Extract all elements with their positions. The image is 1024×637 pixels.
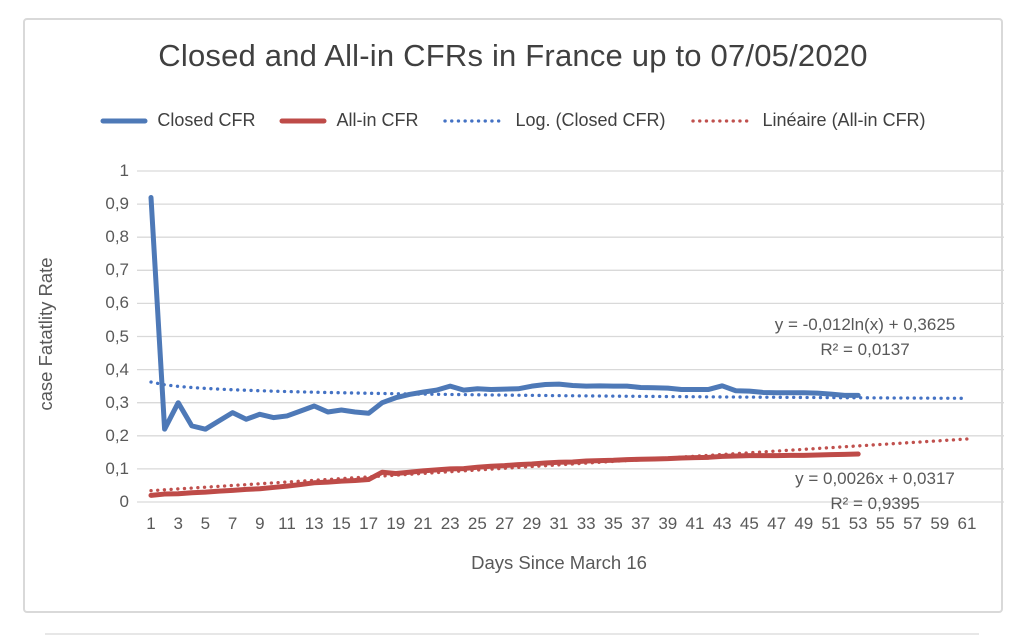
x-axis-title: Days Since March 16 (471, 552, 647, 573)
y-axis-title: case Fatatlity Rate (35, 257, 56, 411)
y-tick-label: 0,1 (105, 458, 129, 478)
legend-item: Log. (Closed CFR) (442, 110, 666, 131)
x-tick-label: 57 (903, 514, 923, 533)
y-tick-label: 0,5 (105, 326, 129, 346)
legend-label: Log. (Closed CFR) (515, 110, 666, 130)
x-tick-label: 21 (413, 514, 433, 533)
legend-solid-line-swatch-icon (279, 118, 327, 123)
legend-label: Closed CFR (157, 110, 256, 130)
x-tick-label: 5 (200, 514, 211, 533)
y-tick-label: 0,4 (105, 359, 129, 379)
x-tick-label: 27 (495, 514, 515, 533)
x-tick-label: 25 (467, 514, 487, 533)
legend-label: All-in CFR (336, 110, 419, 130)
x-tick-label: 23 (440, 514, 460, 533)
legend-item: Closed CFR (100, 110, 255, 131)
x-tick-label: 13 (304, 514, 324, 533)
x-tick-label: 11 (278, 514, 296, 533)
x-tick-label: 19 (386, 514, 406, 533)
x-tick-label: 51 (821, 514, 841, 533)
legend-item: All-in CFR (279, 110, 418, 131)
x-tick-label: 37 (631, 514, 651, 533)
x-tick-label: 49 (794, 514, 814, 533)
y-tick-label: 1 (119, 161, 129, 180)
legend-solid-line-swatch-icon (100, 118, 148, 123)
bottom-separator (45, 633, 979, 635)
x-tick-label: 33 (576, 514, 596, 533)
chart-title: Closed and All-in CFRs in France up to 0… (158, 38, 868, 73)
x-tick-label: 15 (331, 514, 351, 533)
y-tick-label: 0,9 (105, 194, 129, 214)
series-all-in-cfr-line (148, 451, 861, 498)
y-tick-label: 0,3 (105, 392, 129, 412)
x-tick-label: 7 (227, 514, 238, 533)
x-tick-label: 9 (255, 514, 265, 533)
x-tick-label: 31 (549, 514, 569, 533)
x-tick-label: 3 (173, 514, 183, 533)
x-tick-label: 1 (146, 514, 156, 533)
y-tick-label: 0,2 (105, 425, 129, 445)
x-tick-label: 35 (603, 514, 623, 533)
plot-area (137, 170, 1004, 503)
y-tick-label: 0,7 (105, 260, 129, 280)
annotation-log-r2: R² = 0,0137 (820, 340, 910, 359)
annotation-linear-r2: R² = 0,9395 (830, 494, 920, 513)
x-tick-label: 53 (848, 514, 868, 533)
trend-log-line (149, 380, 969, 400)
series-closed-cfr-line (148, 194, 861, 432)
chart-legend: Closed CFR All-in CFR Log. (Closed CFR) Lin… (25, 110, 1001, 131)
x-tick-label: 45 (739, 514, 759, 533)
x-tick-label: 39 (658, 514, 678, 533)
legend-label: Linéaire (All-in CFR) (762, 110, 926, 130)
x-tick-label: 43 (712, 514, 732, 533)
x-tick-label: 59 (930, 514, 950, 533)
annotation-log-equation: y = -0,012ln(x) + 0,3625 (774, 315, 956, 334)
x-tick-label: 47 (767, 514, 787, 533)
y-tick-label: 0 (119, 492, 129, 511)
y-tick-label: 0,6 (105, 293, 129, 313)
x-tick-label: 41 (685, 514, 705, 533)
annotation-linear-trend: y = 0,0026x + 0,0317 R² = 0,9395 (725, 466, 1024, 516)
chart-box: Closed and All-in CFRs in France up to 0… (23, 18, 1004, 613)
annotation-linear-equation: y = 0,0026x + 0,0317 (795, 469, 955, 488)
legend-item: Linéaire (All-in CFR) (690, 110, 926, 131)
annotation-log-trend: y = -0,012ln(x) + 0,3625 R² = 0,0137 (705, 312, 1024, 362)
legend-dotted-line-swatch-icon (690, 118, 753, 123)
x-tick-label: 29 (522, 514, 542, 533)
trend-linear-line (149, 437, 969, 493)
legend-dotted-line-swatch-icon (443, 118, 506, 123)
x-tick-label: 61 (957, 514, 977, 533)
y-tick-label: 0,8 (105, 227, 129, 247)
x-tick-label: 17 (359, 514, 379, 533)
x-tick-label: 55 (875, 514, 895, 533)
